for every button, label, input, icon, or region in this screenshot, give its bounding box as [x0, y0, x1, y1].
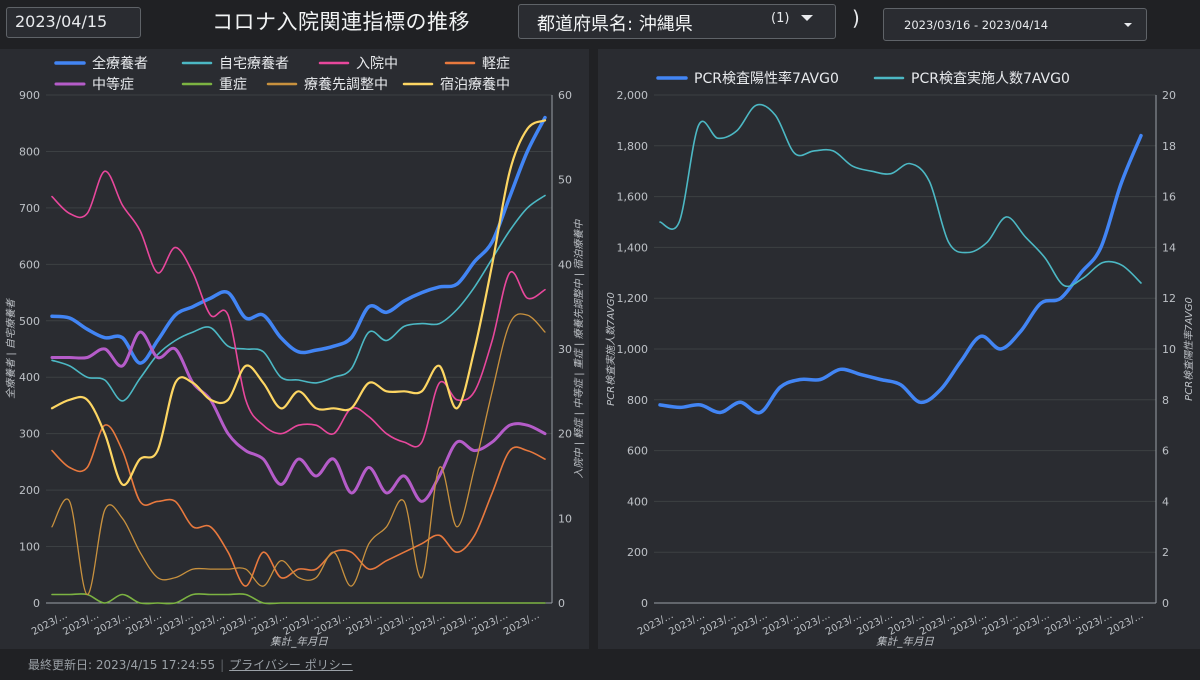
- y-left-tick-label: 0: [33, 597, 40, 610]
- y-left-tick-label: 900: [19, 89, 40, 102]
- series-line[interactable]: [658, 133, 1143, 415]
- chevron-down-icon: [801, 15, 813, 21]
- series-line[interactable]: [51, 593, 546, 605]
- title-close-paren: ): [852, 6, 860, 30]
- y-right-tick-label: 30: [558, 343, 572, 356]
- y-right-axis-title: PCR検査陽性率7AVG0: [1183, 297, 1195, 401]
- y-left-tick-label: 1,400: [617, 241, 649, 254]
- series-line[interactable]: [51, 194, 546, 402]
- series-line[interactable]: [51, 424, 546, 587]
- y-right-tick-label: 8: [1162, 394, 1169, 407]
- series-line[interactable]: [50, 330, 547, 503]
- report-date: 2023/04/15: [6, 7, 141, 38]
- prefecture-filter-dropdown[interactable]: 都道府県名: 沖縄県 (1): [518, 4, 836, 39]
- legend-label[interactable]: PCR検査実施人数7AVG0: [911, 71, 1070, 87]
- x-tick-label: 2023/…: [502, 610, 541, 638]
- y-left-tick-label: 1,200: [617, 292, 649, 305]
- y-right-tick-label: 12: [1162, 292, 1176, 305]
- legend-label[interactable]: PCR検査陽性率7AVG0: [694, 70, 839, 87]
- series-line[interactable]: [50, 119, 547, 486]
- y-left-tick-label: 200: [19, 484, 40, 497]
- y-left-tick-label: 400: [19, 371, 40, 384]
- y-right-tick-label: 14: [1162, 241, 1176, 254]
- series-line[interactable]: [50, 115, 547, 365]
- y-right-tick-label: 20: [1162, 89, 1176, 102]
- y-left-tick-label: 1,000: [617, 343, 649, 356]
- y-right-tick-label: 40: [558, 258, 572, 271]
- y-left-tick-label: 100: [19, 541, 40, 554]
- chevron-down-icon: [1124, 23, 1132, 27]
- pcr-chart-panel: 0 200 400 600 800 1,000 1,200 1,400 1,600 1,800 2,…: [598, 49, 1200, 649]
- y-left-tick-label: 600: [19, 258, 40, 271]
- series-line[interactable]: [51, 313, 546, 596]
- y-left-tick-label: 1,800: [617, 140, 649, 153]
- y-right-tick-label: 4: [1162, 495, 1169, 508]
- y-right-tick-label: 20: [558, 428, 572, 441]
- y-right-tick-label: 2: [1162, 546, 1169, 559]
- y-left-tick-label: 300: [19, 428, 40, 441]
- y-left-tick-label: 2,000: [617, 89, 649, 102]
- y-left-tick-label: 700: [19, 202, 40, 215]
- legend-label[interactable]: 入院中: [356, 56, 398, 72]
- y-right-tick-label: 6: [1162, 445, 1169, 458]
- date-range-label: 2023/03/16 - 2023/04/14: [904, 18, 1049, 32]
- hospitalization-line-chart[interactable]: 0 100 200 300 400 500 600 700 800 900 0 10 20 30 40 50 6…: [0, 49, 589, 649]
- y-right-tick-label: 0: [1162, 597, 1169, 610]
- prefecture-selected-count: (1): [771, 11, 790, 26]
- prefecture-filter-label: 都道府県名: 沖縄県: [537, 14, 693, 35]
- pcr-line-chart[interactable]: 02004006008001,0001,2001,4001,6001,8002,…: [598, 49, 1200, 649]
- y-left-tick-label: 500: [19, 315, 40, 328]
- y-left-tick-label: 0: [641, 597, 648, 610]
- date-range-picker[interactable]: 2023/03/16 - 2023/04/14: [883, 8, 1147, 41]
- x-axis-title: 集計_年月日: [270, 636, 328, 648]
- y-left-axis-title: 全療養者 | 自宅療養者: [5, 298, 17, 399]
- x-tick-label: 2023/…: [1106, 610, 1145, 638]
- y-right-tick-label: 0: [558, 597, 565, 610]
- series-line[interactable]: [51, 170, 546, 448]
- hospitalization-chart-panel: 0 100 200 300 400 500 600 700 800 900 0 10 20 30 40 50 6…: [0, 49, 589, 649]
- series-line[interactable]: [659, 103, 1142, 288]
- legend-label[interactable]: 中等症: [92, 76, 134, 93]
- y-right-tick-label: 60: [558, 89, 572, 102]
- legend-label[interactable]: 軽症: [482, 56, 510, 72]
- y-left-tick-label: 400: [627, 495, 648, 508]
- y-left-tick-label: 600: [627, 445, 648, 458]
- y-right-tick-label: 50: [558, 174, 572, 187]
- y-right-tick-label: 18: [1162, 140, 1176, 153]
- legend-label[interactable]: 自宅療養者: [219, 55, 289, 72]
- last-updated-text: 最終更新日: 2023/4/15 17:24:55: [28, 658, 216, 672]
- y-left-tick-label: 200: [627, 546, 648, 559]
- footer-separator: |: [220, 658, 225, 672]
- y-left-tick-label: 800: [19, 145, 40, 158]
- legend-label[interactable]: 重症: [219, 77, 247, 93]
- privacy-policy-link[interactable]: プライバシー ポリシー: [229, 658, 353, 672]
- y-right-tick-label: 10: [558, 512, 572, 525]
- footer: 最終更新日: 2023/4/15 17:24:55 | プライバシー ポリシー: [28, 656, 353, 673]
- x-axis-title: 集計_年月日: [876, 636, 934, 648]
- legend-label[interactable]: 宿泊療養中: [440, 76, 510, 93]
- y-left-axis-title: PCR検査実施人数7AVG0: [605, 292, 617, 406]
- y-right-tick-label: 10: [1162, 343, 1176, 356]
- y-right-axis-title: 入院中 | 軽症 | 中等症 | 重症 | 療養先調整中 | 宿泊療養中: [573, 219, 585, 479]
- y-left-tick-label: 800: [627, 394, 648, 407]
- legend-label[interactable]: 療養先調整中: [304, 76, 388, 93]
- y-left-tick-label: 1,600: [617, 191, 649, 204]
- page-title: コロナ入院関連指標の推移: [212, 10, 470, 34]
- legend-label[interactable]: 全療養者: [92, 55, 148, 72]
- y-right-tick-label: 16: [1162, 191, 1176, 204]
